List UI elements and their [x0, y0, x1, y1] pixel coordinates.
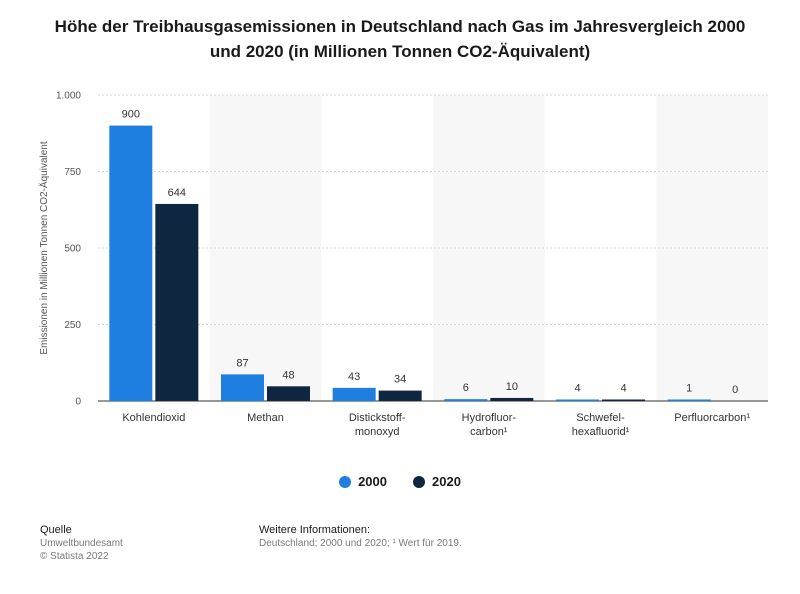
bar-2020 [490, 397, 534, 401]
x-tick-label-line: carbon¹ [470, 426, 508, 438]
source-block: Quelle Umweltbundesamt © Statista 2022 [40, 524, 123, 563]
x-tick-label: Hydrofluor-carbon¹ [462, 412, 517, 438]
y-tick-label: 0 [75, 397, 81, 408]
y-tick-label: 1.000 [56, 91, 81, 102]
data-label-2000: 900 [122, 109, 140, 121]
bar-2000 [444, 399, 488, 401]
info-text: Deutschland; 2000 und 2020; ¹ Wert für 2… [259, 538, 462, 549]
info-block: Weitere Informationen: Deutschland; 2000… [259, 524, 462, 550]
chart-title: Höhe der Treibhausgasemissionen in Deuts… [54, 17, 746, 61]
bar-2000 [109, 125, 153, 401]
legend-label-2000: 2000 [358, 474, 387, 489]
data-label-2020: 48 [282, 369, 294, 381]
bar-2020 [155, 203, 199, 401]
x-tick-label-line: Kohlendioxid [122, 412, 185, 424]
x-tick-label: Schwefel-hexafluorid¹ [572, 412, 630, 438]
legend-label-2020: 2020 [432, 474, 461, 489]
data-label-2000: 1 [686, 383, 692, 395]
x-tick-label-line: Distickstoff- [349, 412, 406, 424]
data-label-2000: 43 [348, 371, 360, 383]
bar-2020 [267, 386, 310, 401]
y-tick-label: 500 [64, 244, 81, 255]
info-heading: Weitere Informationen: [259, 524, 371, 536]
x-tick-label-line: Schwefel- [576, 412, 625, 424]
data-label-2020: 34 [394, 374, 406, 386]
source-heading: Quelle [40, 524, 72, 536]
data-label-2000: 6 [463, 382, 469, 394]
data-label-2000: 87 [236, 357, 248, 369]
bar-2000 [667, 399, 711, 401]
bar-2020 [602, 399, 645, 401]
data-label-2020: 4 [620, 383, 626, 395]
x-tick-label: Kohlendioxid [122, 412, 185, 424]
y-axis-label: Emissionen in Millionen Tonnen CO2-Äquiv… [38, 141, 50, 354]
x-tick-label-line: Perfluorcarbon¹ [674, 412, 750, 424]
source-name[interactable]: Umweltbundesamt [40, 538, 123, 549]
legend-item-2000[interactable]: 2000 [339, 474, 387, 489]
data-label-2020: 0 [732, 384, 738, 396]
legend-swatch-2020 [413, 475, 425, 488]
bar-2000 [221, 374, 264, 401]
x-tick-label: Perfluorcarbon¹ [674, 412, 750, 424]
legend-swatch-2000 [339, 475, 352, 488]
bar-2000 [332, 387, 376, 401]
y-tick-label: 750 [64, 167, 81, 178]
x-tick-label: Methan [247, 412, 284, 424]
data-label-2020: 10 [506, 381, 518, 393]
x-tick-label-line: Hydrofluor- [462, 412, 517, 424]
data-label-2000: 4 [574, 383, 580, 395]
y-tick-label: 250 [64, 320, 81, 331]
x-tick-label-line: hexafluorid¹ [572, 426, 630, 438]
bar-2020 [378, 390, 422, 401]
data-label-2020: 644 [168, 187, 186, 199]
legend-item-2020[interactable]: 2020 [413, 474, 461, 489]
copyright: © Statista 2022 [40, 551, 109, 562]
bar-2000 [556, 399, 599, 401]
legend: 2000 2020 [0, 474, 800, 489]
x-tick-label: Distickstoff-monoxyd [349, 412, 406, 438]
x-tick-label-line: monoxyd [355, 426, 400, 438]
x-tick-label-line: Methan [247, 412, 284, 424]
